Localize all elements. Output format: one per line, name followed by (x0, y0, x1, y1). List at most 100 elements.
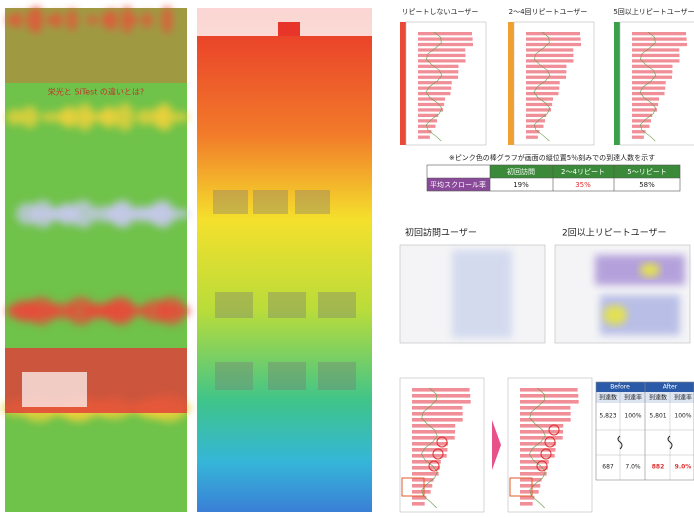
heat-spot (131, 206, 155, 222)
heat-spot (16, 203, 40, 225)
heat-spot (106, 9, 118, 31)
scroll-charts: リピートしないユーザー 2～4回リピートユーザー 5回以上リピートユーザー (400, 7, 694, 146)
scroll-bar (526, 86, 560, 90)
scroll-bar (412, 424, 456, 428)
heat-spot (126, 15, 138, 25)
scroll-bar (418, 102, 445, 107)
scroll-bar (526, 64, 567, 68)
scroll-bar (520, 418, 571, 422)
heat-spot (141, 300, 171, 322)
scroll-bar (632, 86, 666, 90)
scroll-bar (418, 64, 459, 68)
table-header: 2～4リピート (561, 168, 605, 176)
table-cell: 58% (639, 181, 655, 189)
heat-spot (106, 297, 136, 325)
scroll-bar (412, 418, 463, 422)
row-label: 平均スクロール率 (430, 180, 486, 189)
heatmap-title: 栄光と SiTest の違いとは? (48, 87, 144, 97)
heat-spot (66, 9, 78, 31)
scroll-bar (632, 130, 646, 134)
color-strip (508, 22, 514, 145)
scroll-bar (520, 412, 571, 416)
scroll-bar (632, 37, 687, 41)
before-after-charts (399, 377, 593, 513)
scroll-bar (632, 53, 680, 58)
scroll-bar (520, 472, 547, 476)
scroll-bar (418, 108, 443, 112)
subheader: 到達率 (624, 394, 642, 402)
heat-spot (136, 109, 154, 125)
subheader: 到達数 (599, 394, 617, 402)
scroll-bar (632, 32, 686, 36)
heat-spot (61, 106, 79, 128)
scroll-bar (632, 42, 687, 47)
heat-spot (36, 209, 60, 219)
subheader: 到達数 (649, 394, 667, 402)
scroll-bar (412, 490, 431, 494)
scroll-bar (412, 412, 463, 416)
heat-spot (116, 103, 134, 131)
scroll-bar (520, 394, 579, 398)
scroll-bar (412, 502, 425, 506)
scroll-bar (632, 48, 680, 52)
subheader: 到達率 (674, 394, 692, 402)
scroll-bar (520, 406, 571, 410)
table-header: 5～リピート (627, 168, 666, 176)
scroll-bar (418, 32, 472, 36)
heat-spot (81, 112, 99, 122)
heat-spot (31, 6, 43, 34)
scroll-bar (520, 436, 563, 440)
scroll-bar (520, 430, 564, 434)
heat-spot (11, 300, 41, 322)
highlight-circle (544, 436, 556, 448)
heat-spot (141, 12, 153, 28)
scroll-bar (412, 430, 456, 434)
highlight-box (509, 477, 533, 497)
chart-title: 5回以上リピートユーザー (613, 7, 694, 16)
scroll-bar (520, 448, 556, 452)
scroll-bar (412, 454, 447, 458)
heat-spot (11, 12, 23, 28)
scroll-bar (412, 466, 440, 470)
scroll-bar (520, 490, 539, 494)
heat-spot (86, 15, 98, 25)
scroll-bar (526, 70, 567, 74)
scroll-bar (526, 102, 553, 107)
heat-spot (31, 306, 61, 316)
table-cell: 19% (513, 181, 529, 189)
heat-spot (161, 306, 191, 316)
scroll-bar (632, 119, 651, 123)
scroll-bar (632, 75, 672, 79)
table-cell: 5,801 (649, 413, 666, 420)
highlight-circle (428, 460, 440, 472)
heat-spot (161, 6, 173, 34)
heat-spot (171, 112, 189, 122)
trend-line (425, 31, 443, 142)
scroll-bar (418, 91, 451, 96)
scroll-bar (526, 48, 574, 52)
scroll-bar (418, 42, 473, 47)
scroll-bar (418, 130, 432, 134)
chart-title: リピートしないユーザー (402, 8, 479, 16)
scroll-bar (632, 64, 673, 68)
scroll-bar (526, 37, 581, 41)
table-cell: 687 (602, 464, 614, 471)
scroll-bar (418, 70, 459, 74)
table-cell: 100% (624, 413, 641, 420)
scroll-bar (412, 436, 455, 440)
before-after-table: Before After 到達数 到達率 到達数 到達率 5,823 100% … (595, 381, 694, 481)
heat-spot (41, 112, 59, 122)
scroll-bar (526, 53, 574, 58)
scroll-bar (418, 86, 452, 90)
highlight-circle (536, 460, 548, 472)
scroll-bar (526, 113, 547, 118)
heat-spot (101, 106, 119, 128)
ellipsis (617, 435, 673, 450)
scroll-bar (526, 42, 581, 47)
highlight-box (401, 477, 425, 497)
heat-spot (111, 200, 135, 228)
scroll-bar (412, 388, 470, 392)
table-cell: 7.0% (625, 464, 641, 471)
scroll-bar (412, 484, 433, 488)
